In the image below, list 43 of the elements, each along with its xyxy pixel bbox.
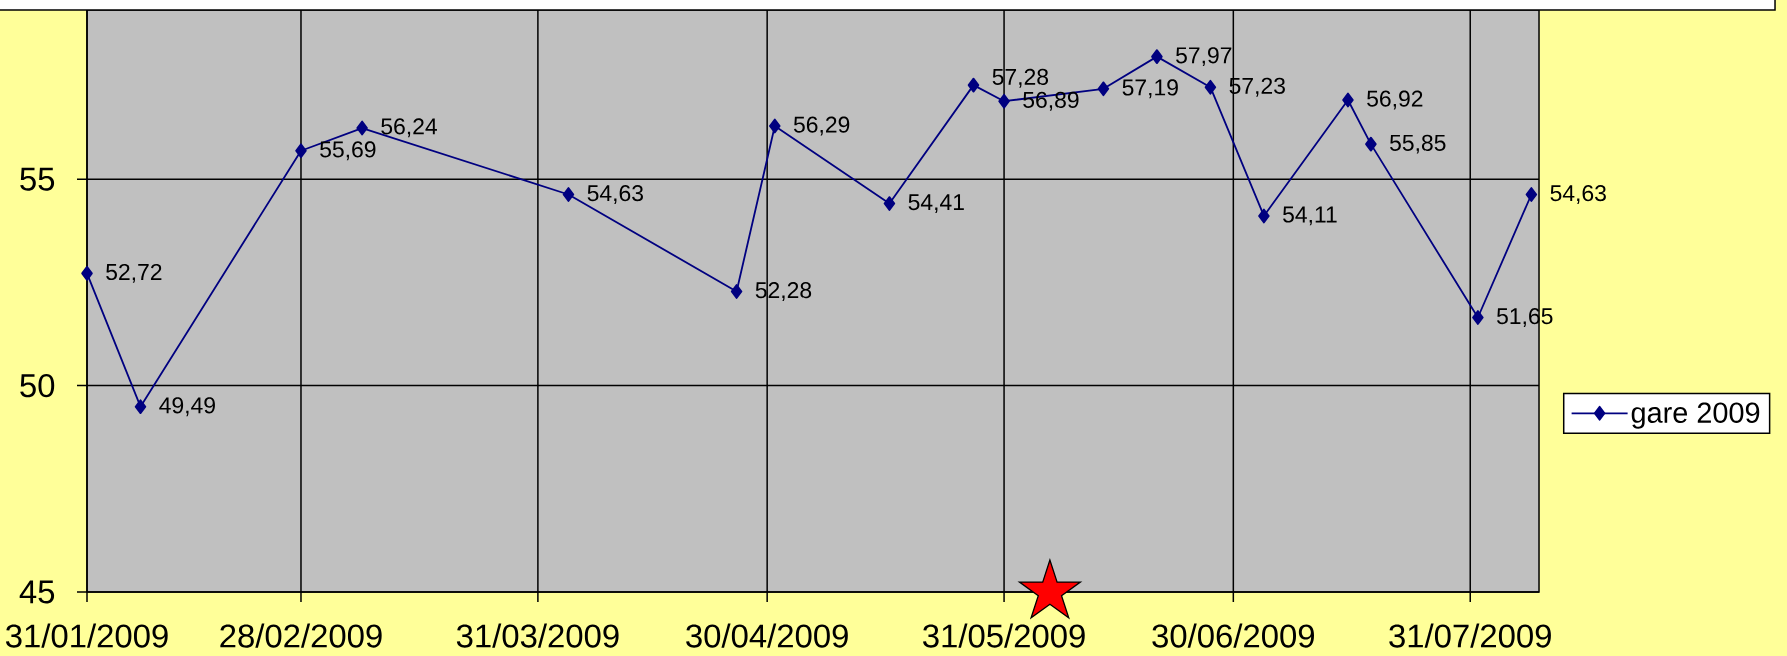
point (1472, 310, 1484, 325)
data-label: 56,92 (1367, 90, 1423, 110)
x-tick-label: 31/05/2009 (923, 623, 1085, 648)
x-tick-label: 31/01/2009 (5, 623, 168, 648)
y-tick-label: 50 (20, 373, 55, 398)
data-label: 56,89 (1023, 91, 1079, 111)
point (134, 399, 147, 415)
data-label: 55,85 (1390, 134, 1446, 154)
point (562, 187, 575, 202)
y-tick-label: 55 (20, 167, 55, 191)
point (356, 120, 368, 136)
data-label: 55,69 (320, 141, 376, 161)
legend-label: gare 2009 (1631, 402, 1760, 429)
data-label: 52,72 (106, 263, 162, 283)
point (967, 77, 980, 93)
x-tick-label: 30/04/2009 (686, 623, 848, 648)
data-label: 57,97 (1176, 47, 1232, 67)
x-tick-label: 31/07/2009 (1389, 623, 1551, 648)
y-tick-label: 45 (19, 580, 55, 604)
point (81, 265, 93, 281)
x-tick-label: 31/03/2009 (456, 623, 619, 648)
point (1258, 208, 1270, 224)
data-label: 54,11 (1283, 206, 1337, 226)
x-tick-label: 28/02/2009 (220, 623, 382, 648)
data-label: 57,19 (1122, 79, 1178, 99)
data-label: 56,24 (381, 118, 437, 138)
point (883, 196, 896, 211)
point (1342, 92, 1354, 108)
point (998, 93, 1010, 109)
point (769, 118, 781, 134)
point (1525, 187, 1538, 202)
data-label: 54,63 (1550, 185, 1606, 204)
point (1365, 136, 1377, 152)
point (1097, 81, 1110, 97)
x-tick-label: 30/06/2009 (1152, 623, 1315, 648)
point (1151, 49, 1163, 65)
data-label: 56,29 (793, 116, 850, 136)
data-label: 49,49 (159, 397, 215, 417)
data-label: 54,41 (908, 194, 964, 213)
data-label: 54,63 (587, 185, 643, 204)
point (1204, 79, 1217, 95)
point (730, 284, 743, 299)
point (295, 143, 307, 159)
